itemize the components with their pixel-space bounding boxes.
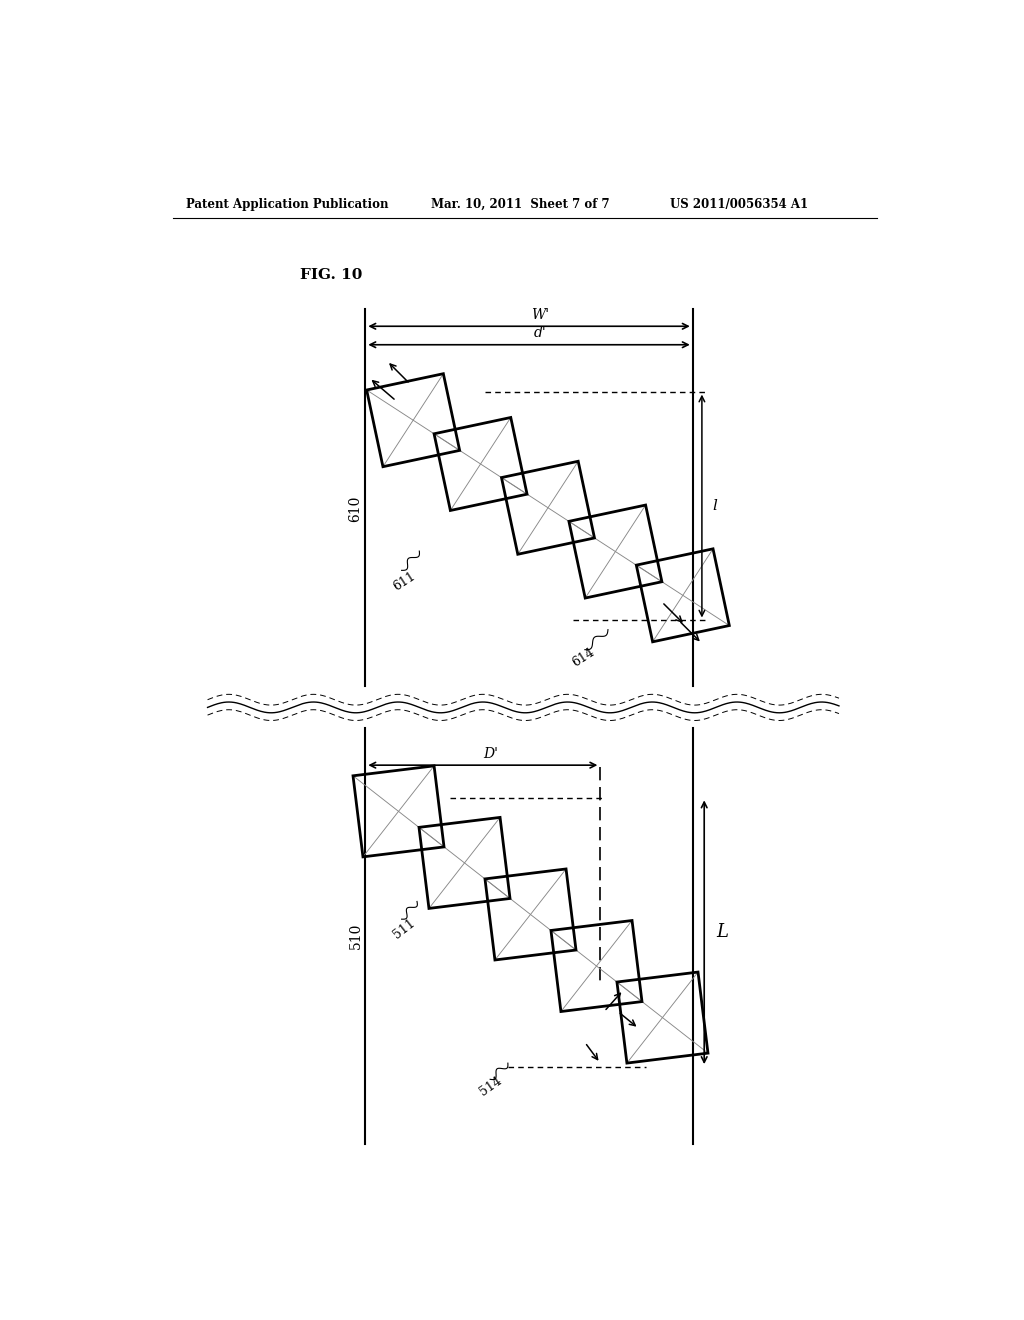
Text: 510: 510 [348, 923, 362, 949]
Text: D': D' [483, 747, 498, 760]
Text: 611: 611 [391, 570, 418, 594]
Text: US 2011/0056354 A1: US 2011/0056354 A1 [670, 198, 808, 211]
Text: Mar. 10, 2011  Sheet 7 of 7: Mar. 10, 2011 Sheet 7 of 7 [431, 198, 609, 211]
Text: L: L [717, 923, 728, 941]
Text: Patent Application Publication: Patent Application Publication [186, 198, 388, 211]
Text: 610: 610 [348, 495, 362, 521]
Text: d': d' [535, 326, 547, 341]
Text: W': W' [531, 308, 550, 322]
Text: FIG. 10: FIG. 10 [300, 268, 362, 282]
Text: 511: 511 [391, 916, 418, 941]
Text: 514: 514 [477, 1074, 504, 1098]
Text: l: l [713, 499, 718, 513]
Text: 614: 614 [569, 645, 597, 669]
